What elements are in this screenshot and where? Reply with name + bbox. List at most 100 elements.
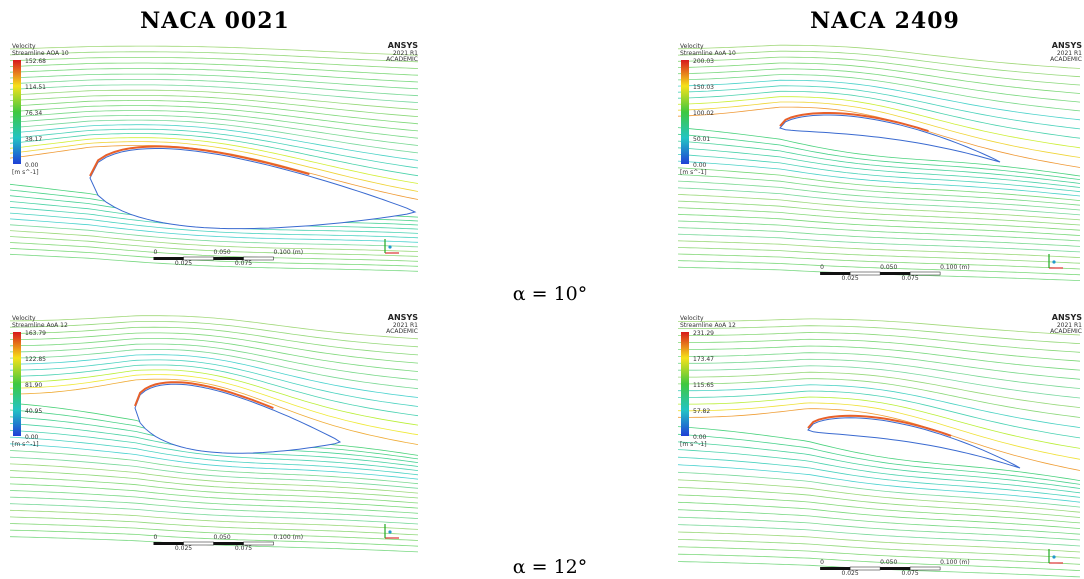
scale-label: 0.075 bbox=[902, 570, 919, 577]
ansys-logo: ANSYS bbox=[1052, 41, 1082, 50]
cfd-panel: VelocityStreamline AOA 10152.68114.5176.… bbox=[10, 41, 418, 271]
streamline bbox=[10, 471, 418, 499]
colorbar-label: 38.17 bbox=[25, 136, 42, 143]
scale-label: 0.025 bbox=[175, 545, 192, 552]
streamline bbox=[678, 353, 1080, 380]
colorbar-unit: [m s^-1] bbox=[12, 441, 39, 448]
streamline bbox=[678, 339, 1080, 361]
scale-label: 0 bbox=[820, 559, 824, 566]
streamline bbox=[678, 487, 1080, 517]
triad-z bbox=[388, 245, 391, 248]
ansys-academic: ACADEMIC bbox=[1050, 328, 1082, 335]
streamline bbox=[678, 510, 1080, 535]
streamline bbox=[678, 359, 1080, 388]
streamline bbox=[10, 90, 418, 109]
scale-label: 0 bbox=[820, 264, 824, 271]
colorbar-label: 50.01 bbox=[693, 136, 710, 143]
streamline bbox=[10, 327, 418, 355]
colorbar-unit: [m s^-1] bbox=[680, 441, 707, 448]
streamline bbox=[678, 134, 1080, 179]
colorbar bbox=[681, 332, 689, 436]
scale-label: 0.075 bbox=[902, 275, 919, 282]
legend-subtitle: Streamline AoA 10 bbox=[680, 50, 736, 57]
colorbar-unit: [m s^-1] bbox=[680, 169, 707, 176]
legend-title: Velocity bbox=[12, 315, 36, 322]
colorbar-unit: [m s^-1] bbox=[12, 169, 39, 176]
streamline bbox=[678, 434, 1080, 484]
streamline bbox=[678, 525, 1080, 546]
colorbar-label: 40.95 bbox=[25, 408, 42, 415]
colorbar-label: 231.29 bbox=[693, 330, 714, 337]
angle-label: α = 10° bbox=[513, 283, 588, 305]
streamline bbox=[10, 484, 418, 508]
streamline bbox=[678, 472, 1080, 507]
scale-label: 0.100 (m) bbox=[940, 559, 970, 566]
ansys-logo: ANSYS bbox=[388, 41, 418, 50]
colorbar-label: 81.90 bbox=[25, 382, 42, 389]
figure: NACA 0021 NACA 2409 α = 10° α = 12° Velo… bbox=[0, 0, 1084, 579]
streamline bbox=[10, 349, 418, 388]
streamline bbox=[678, 148, 1080, 188]
colorbar-label: 0.00 bbox=[693, 434, 707, 441]
streamline bbox=[678, 254, 1080, 269]
scale-label: 0.100 (m) bbox=[274, 249, 304, 256]
colorbar-label: 114.51 bbox=[25, 84, 46, 91]
colorbar-label: 200.03 bbox=[693, 58, 714, 65]
colorbar-label: 57.82 bbox=[693, 408, 710, 415]
legend-title: Velocity bbox=[680, 315, 704, 322]
scale-label: 0 bbox=[154, 534, 158, 541]
streamline bbox=[10, 85, 418, 103]
streamline bbox=[678, 450, 1080, 493]
streamline bbox=[10, 101, 418, 124]
streamline bbox=[678, 517, 1080, 540]
colorbar-label: 115.65 bbox=[693, 382, 714, 389]
airfoil bbox=[780, 115, 1000, 162]
streamline bbox=[678, 214, 1080, 235]
colorbar-label: 173.47 bbox=[693, 356, 714, 363]
scale-label: 0.050 bbox=[880, 264, 897, 271]
colorbar-label: 0.00 bbox=[25, 162, 39, 169]
triad-z bbox=[388, 530, 391, 533]
ansys-academic: ACADEMIC bbox=[1050, 56, 1082, 63]
ansys-academic: ACADEMIC bbox=[386, 56, 418, 63]
colorbar-label: 76.34 bbox=[25, 110, 42, 117]
colorbar bbox=[13, 60, 21, 164]
streamline bbox=[10, 254, 418, 271]
streamline bbox=[678, 80, 1080, 120]
streamline bbox=[10, 457, 418, 488]
scale-label: 0.050 bbox=[880, 559, 897, 566]
triad-z bbox=[1052, 555, 1055, 558]
legend-title: Velocity bbox=[12, 43, 36, 50]
streamline bbox=[10, 80, 418, 96]
streamline bbox=[10, 63, 418, 75]
colorbar-label: 0.00 bbox=[25, 434, 39, 441]
scale-label: 0.075 bbox=[235, 260, 252, 267]
colorbar-label: 100.02 bbox=[693, 110, 714, 117]
scale-label: 0.100 (m) bbox=[940, 264, 970, 271]
colorbar-label: 122.85 bbox=[25, 356, 46, 363]
ansys-logo: ANSYS bbox=[1052, 313, 1082, 322]
streamline bbox=[678, 502, 1080, 528]
streamline bbox=[678, 201, 1080, 225]
streamline bbox=[10, 46, 418, 55]
scale-label: 0 bbox=[154, 249, 158, 256]
streamline bbox=[678, 379, 1080, 418]
legend-subtitle: Streamline AoA 12 bbox=[680, 322, 736, 329]
streamline bbox=[10, 339, 418, 372]
streamline bbox=[678, 194, 1080, 220]
streamline bbox=[678, 457, 1080, 497]
ansys-academic: ACADEMIC bbox=[386, 328, 418, 335]
streamline bbox=[678, 168, 1080, 201]
colorbar-label: 152.68 bbox=[25, 58, 46, 65]
cfd-panel: VelocityStreamline AoA 12231.29 173.47 115… bbox=[678, 313, 1082, 577]
colorbar-label: 163.79 bbox=[25, 330, 46, 337]
scale-label: 0.050 bbox=[214, 249, 231, 256]
scale-label: 0.025 bbox=[175, 260, 192, 267]
triad-z bbox=[1052, 260, 1055, 263]
scale-label: 0.100 (m) bbox=[274, 534, 304, 541]
streamline bbox=[678, 333, 1080, 353]
scale-label: 0.050 bbox=[214, 534, 231, 541]
colorbar-label: 0.00 bbox=[693, 162, 707, 169]
page: NACA 0021 NACA 2409 α = 10° α = 12° Velo… bbox=[0, 0, 1084, 579]
